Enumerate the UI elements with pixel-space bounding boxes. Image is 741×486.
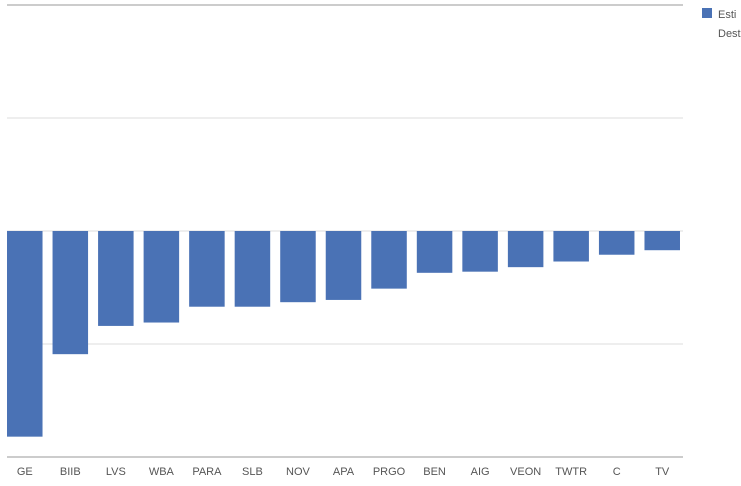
x-tick-label: PRGO — [373, 466, 406, 478]
bar — [189, 231, 225, 307]
bar — [98, 231, 134, 326]
x-tick-label: PARA — [192, 466, 222, 478]
x-tick-label: TWTR — [555, 466, 587, 478]
x-tick-label: C — [613, 466, 621, 478]
bar — [234, 231, 271, 307]
bar — [325, 231, 362, 300]
bar — [7, 231, 43, 437]
x-tick-label: NOV — [286, 466, 311, 478]
x-tick-label: LVS — [106, 466, 126, 478]
bar — [280, 231, 316, 303]
x-tick-label: BIIB — [60, 466, 81, 478]
x-tick-label: APA — [333, 466, 355, 478]
bar — [553, 231, 589, 262]
bar — [52, 231, 89, 355]
x-tick-label: SLB — [242, 466, 263, 478]
bar — [462, 231, 498, 272]
x-tick-label: GE — [17, 466, 33, 478]
bar — [143, 231, 180, 323]
x-tick-label: BEN — [423, 466, 446, 478]
legend-swatch — [702, 8, 712, 18]
bar — [416, 231, 453, 273]
x-tick-label: WBA — [149, 466, 175, 478]
legend-label: Esti Dest — [718, 9, 741, 40]
bar — [507, 231, 544, 268]
x-tick-label: TV — [655, 466, 670, 478]
bar — [644, 231, 680, 251]
x-tick-label: AIG — [471, 466, 490, 478]
bar — [371, 231, 407, 289]
bar — [598, 231, 635, 255]
x-tick-label: VEON — [510, 466, 541, 478]
